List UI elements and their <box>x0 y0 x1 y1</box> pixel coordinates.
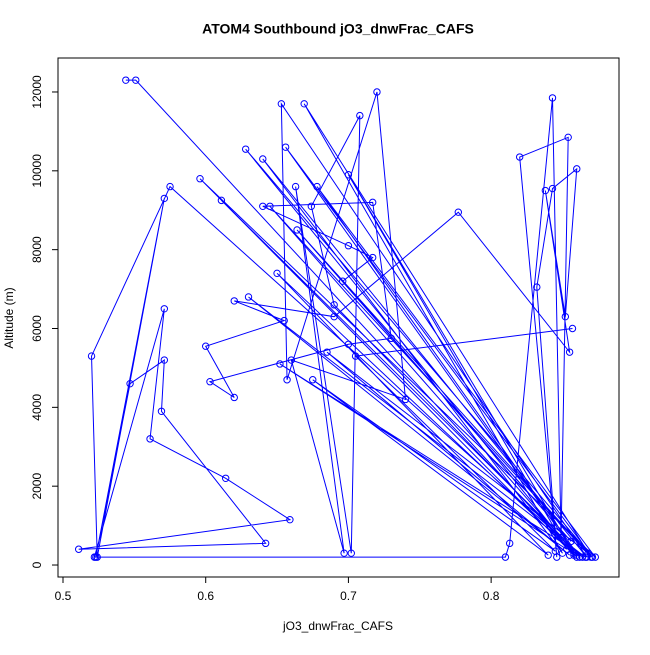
data-point <box>287 356 296 364</box>
data-point <box>548 94 557 102</box>
data-point <box>401 395 410 404</box>
data-point <box>323 348 331 356</box>
data-point <box>160 305 169 313</box>
data-point <box>157 407 166 415</box>
data-point <box>344 340 353 348</box>
data-point <box>591 553 600 561</box>
data-point <box>280 316 288 325</box>
data-point <box>74 545 83 553</box>
x-tick-label: 0.6 <box>197 589 214 603</box>
data-point <box>261 539 270 548</box>
data-point <box>221 474 230 482</box>
y-tick-label: 8000 <box>30 236 44 263</box>
data-point <box>132 76 140 84</box>
data-point <box>313 182 321 191</box>
data-point <box>286 515 294 524</box>
data-point <box>563 545 571 553</box>
data-point <box>283 376 291 384</box>
data-point <box>122 76 130 84</box>
data-point <box>307 202 316 210</box>
data-point <box>160 356 169 364</box>
data-point <box>206 378 214 386</box>
data-point <box>581 553 590 561</box>
data-point <box>344 242 353 250</box>
x-tick-label: 0.8 <box>483 589 500 603</box>
data-point <box>533 283 541 291</box>
data-point <box>565 551 574 559</box>
data-point <box>557 533 565 542</box>
data-point <box>548 184 557 193</box>
data-point <box>501 553 510 561</box>
data-point <box>564 133 572 142</box>
data-point <box>300 100 308 108</box>
data-point <box>196 175 204 183</box>
y-tick-label: 0 <box>30 561 44 568</box>
y-tick-label: 6000 <box>30 315 44 342</box>
data-point <box>544 551 552 559</box>
data-point <box>87 352 96 360</box>
data-point <box>558 549 567 557</box>
y-tick-label: 12000 <box>30 75 44 109</box>
data-point <box>241 145 250 153</box>
x-tick-label: 0.7 <box>340 589 357 603</box>
x-tick-label: 0.5 <box>55 589 72 603</box>
data-point <box>368 253 377 262</box>
data-point <box>166 182 174 191</box>
data-line <box>78 79 596 558</box>
data-point <box>330 312 338 321</box>
plot-frame <box>57 57 620 578</box>
data-point <box>570 549 578 557</box>
data-point <box>368 198 377 207</box>
data-point <box>551 547 560 555</box>
x-axis-label: jO3_dnwFrac_CAFS <box>282 619 393 633</box>
data-point <box>244 293 253 301</box>
y-tick-label: 10000 <box>30 154 44 188</box>
data-point <box>276 360 284 368</box>
data-point <box>230 393 238 402</box>
data-point <box>578 553 587 561</box>
data-point <box>146 435 154 443</box>
data-point <box>351 352 360 360</box>
data-point <box>217 196 226 205</box>
data-point <box>281 143 290 151</box>
y-axis-label: Altitude (m) <box>2 287 16 348</box>
data-point <box>565 348 574 356</box>
data-point <box>356 111 364 120</box>
data-point <box>347 549 355 557</box>
data-point <box>230 297 238 305</box>
data-point <box>340 549 348 557</box>
y-tick-label: 4000 <box>30 394 44 421</box>
data-point <box>291 182 300 191</box>
chart-title: ATOM4 Southbound jO3_dnwFrac_CAFS <box>202 21 474 37</box>
data-point <box>505 539 514 548</box>
y-tick-label: 2000 <box>30 473 44 500</box>
data-point <box>126 379 134 388</box>
data-point <box>567 537 575 546</box>
data-point <box>259 155 267 163</box>
data-point <box>568 324 577 333</box>
data-point <box>309 376 317 384</box>
data-point <box>373 88 381 96</box>
data-point <box>202 342 210 350</box>
data-point <box>573 165 581 173</box>
data-point <box>259 202 267 210</box>
data-point <box>339 277 347 285</box>
data-point <box>90 553 99 561</box>
data-point <box>277 100 286 108</box>
data-point <box>570 551 578 559</box>
data-point <box>160 194 169 203</box>
data-point <box>454 208 463 216</box>
data-point <box>344 171 353 179</box>
data-point <box>541 186 550 195</box>
data-point <box>293 226 301 234</box>
data-point <box>515 153 524 161</box>
data-point <box>330 301 338 309</box>
data-point <box>266 202 274 210</box>
data-point <box>387 334 395 343</box>
data-point <box>273 269 281 278</box>
data-point <box>561 312 570 321</box>
